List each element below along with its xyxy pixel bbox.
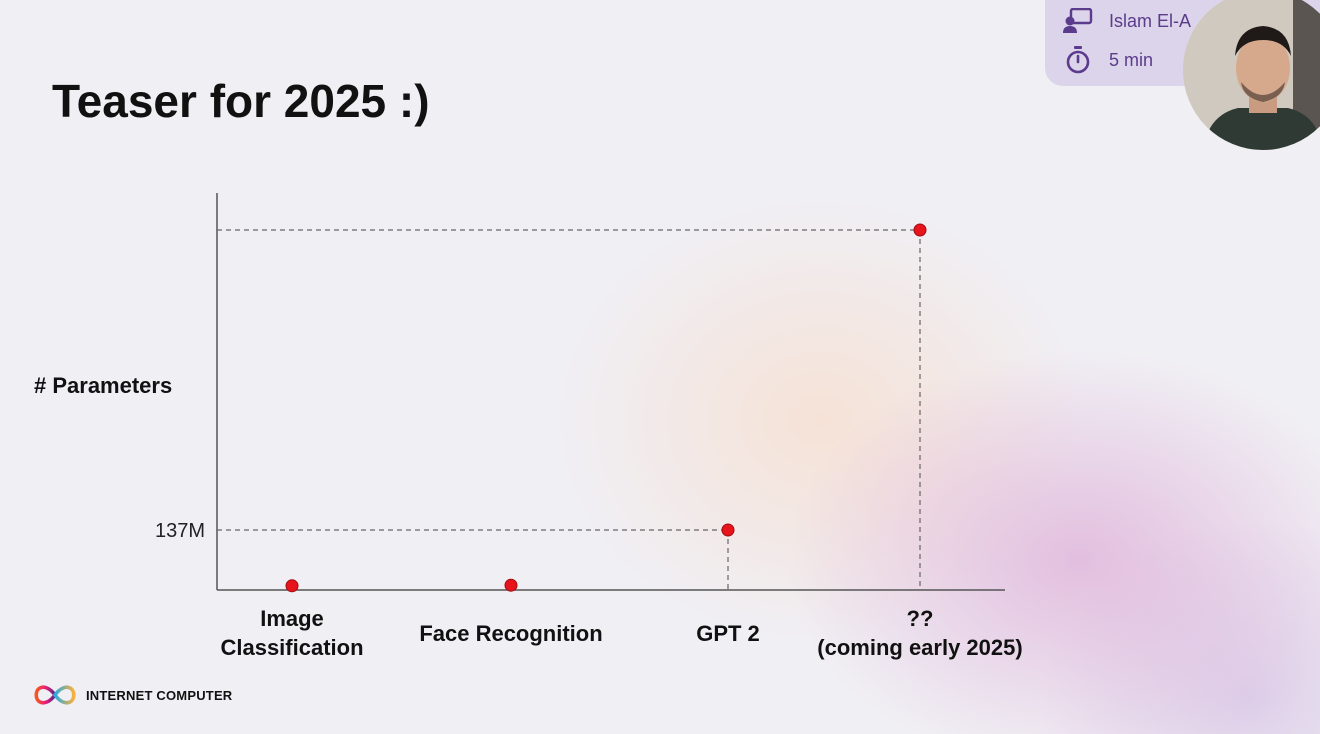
data-point-1 bbox=[504, 578, 518, 592]
presenter-avatar bbox=[1183, 0, 1320, 150]
presenter-video-icon bbox=[1183, 0, 1320, 150]
footer-brand: INTERNET COMPUTER bbox=[32, 684, 232, 706]
y-tick-label: 137M bbox=[155, 520, 205, 542]
presenter-duration: 5 min bbox=[1109, 49, 1154, 70]
data-point-0 bbox=[285, 579, 299, 593]
x-tick-label-3: ?? (coming early 2025) bbox=[817, 606, 1022, 660]
presenter-duration-row: 5 min bbox=[1063, 46, 1153, 74]
x-tick-label-2: GPT 2 bbox=[696, 621, 760, 646]
x-tick-label-1: Face Recognition bbox=[419, 621, 602, 646]
footer-brand-text: INTERNET COMPUTER bbox=[86, 687, 233, 703]
presenter-icon bbox=[1063, 8, 1093, 33]
data-point-3 bbox=[913, 223, 927, 237]
timer-icon bbox=[1066, 46, 1090, 74]
infinity-logo-icon bbox=[34, 685, 76, 705]
data-point-2 bbox=[721, 523, 735, 537]
presenter-name-row: Islam El-A bbox=[1063, 8, 1191, 34]
y-axis-label: # Parameters bbox=[34, 373, 173, 398]
x-tick-label-0: Image Classification bbox=[220, 606, 363, 660]
presenter-name: Islam El-A bbox=[1109, 10, 1192, 31]
slide-title: Teaser for 2025 :) bbox=[52, 75, 430, 127]
